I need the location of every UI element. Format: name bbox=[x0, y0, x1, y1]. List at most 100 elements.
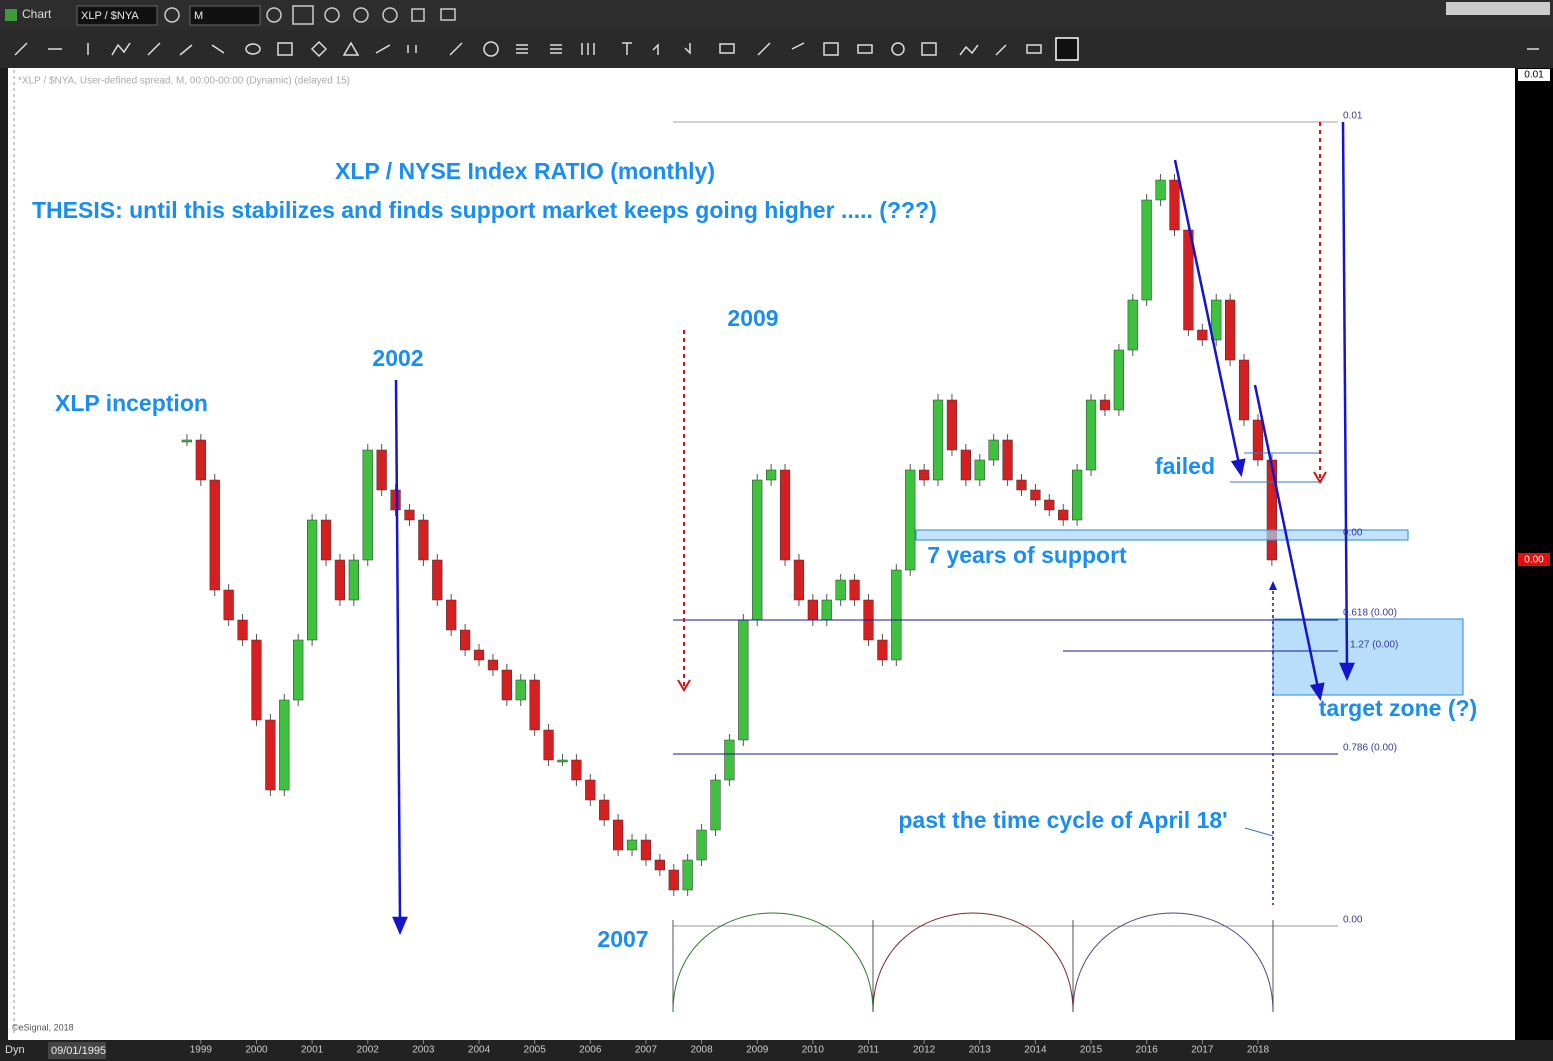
x-tick-label: 2003 bbox=[412, 1045, 435, 1056]
interval[interactable]: M bbox=[194, 10, 203, 22]
candle-body bbox=[613, 819, 624, 851]
start-date: 09/01/1995 bbox=[51, 1045, 106, 1057]
candle-body bbox=[209, 479, 220, 591]
level-label: 0.01 bbox=[1343, 111, 1363, 122]
chart-subtitle: THESIS: until this stabilizes and finds … bbox=[32, 197, 937, 223]
candle-body bbox=[1058, 509, 1069, 521]
candle-body bbox=[376, 449, 387, 491]
candle-body bbox=[905, 469, 916, 571]
candle-body bbox=[223, 589, 234, 621]
x-tick-label: 2002 bbox=[357, 1045, 380, 1056]
chart-info: *XLP / $NYA, User-defined spread, M, 00:… bbox=[18, 76, 350, 87]
x-tick-label: 2009 bbox=[746, 1045, 769, 1056]
chart-icon bbox=[5, 9, 17, 21]
candle-body bbox=[779, 469, 791, 561]
x-tick-label: 2017 bbox=[1191, 1045, 1214, 1056]
candle-body bbox=[1030, 489, 1041, 501]
candle-body bbox=[946, 399, 958, 451]
candle-body bbox=[446, 599, 457, 631]
title-icons[interactable] bbox=[164, 5, 456, 25]
candle-body bbox=[334, 559, 346, 601]
candle-body bbox=[265, 719, 276, 791]
candle-body bbox=[390, 489, 401, 511]
candle-body bbox=[418, 519, 429, 561]
candle-body bbox=[237, 619, 248, 641]
x-tick-label: 2004 bbox=[468, 1045, 491, 1056]
candle-body bbox=[571, 759, 582, 781]
candle-body bbox=[306, 519, 318, 641]
candle-body bbox=[529, 679, 540, 731]
candle-body bbox=[362, 449, 373, 561]
level-label: 0.786 (0.00) bbox=[1343, 743, 1397, 754]
x-tick-label: 2016 bbox=[1136, 1045, 1159, 1056]
candle-body bbox=[932, 399, 944, 481]
candle-body bbox=[891, 569, 902, 661]
x-tick-label: 2010 bbox=[802, 1045, 825, 1056]
price-axis-label: 0.00 bbox=[1524, 555, 1544, 566]
x-tick-label: 2000 bbox=[245, 1045, 268, 1056]
candle-body bbox=[710, 779, 721, 831]
candle-body bbox=[766, 469, 777, 481]
candle-body bbox=[654, 859, 665, 871]
candle-body bbox=[807, 599, 818, 621]
candle-body bbox=[251, 639, 262, 721]
candle-body bbox=[1127, 299, 1138, 351]
candle-body bbox=[1085, 399, 1097, 471]
candle-body bbox=[279, 699, 290, 791]
price-tag-last bbox=[1518, 553, 1550, 566]
symbol[interactable]: XLP / $NYA bbox=[81, 10, 139, 22]
candles bbox=[181, 174, 1277, 896]
x-tick-label: 1999 bbox=[190, 1045, 213, 1056]
candle-body bbox=[724, 739, 735, 781]
candle-body bbox=[1002, 439, 1013, 481]
candle-body bbox=[835, 579, 846, 601]
drawings bbox=[392, 121, 1464, 1013]
candle-body bbox=[1197, 329, 1208, 341]
annotation: 7 years of support bbox=[927, 542, 1127, 568]
level-label: 0.618 (0.00) bbox=[1343, 608, 1397, 619]
candle-body bbox=[432, 559, 443, 601]
candle-body bbox=[849, 579, 860, 601]
annotation: failed bbox=[1155, 453, 1215, 479]
interval-box[interactable] bbox=[189, 5, 261, 26]
candle-body bbox=[487, 659, 499, 671]
candle-body bbox=[1099, 399, 1111, 411]
candle-body bbox=[682, 859, 693, 891]
x-tick-label: 2014 bbox=[1024, 1045, 1047, 1056]
candle-body bbox=[599, 799, 610, 821]
annotation: 2009 bbox=[727, 305, 778, 331]
candle-body bbox=[320, 519, 332, 561]
x-tick-label: 2005 bbox=[524, 1045, 547, 1056]
candle-body bbox=[1252, 419, 1264, 461]
annotation: past the time cycle of April 18' bbox=[898, 807, 1227, 833]
annotation: 2007 bbox=[597, 926, 648, 952]
x-tick-label: 2012 bbox=[913, 1045, 936, 1056]
x-tick-label: 2018 bbox=[1247, 1045, 1270, 1056]
candle-body bbox=[1211, 299, 1222, 341]
candle-body bbox=[1183, 229, 1194, 331]
toolbar bbox=[0, 30, 1553, 68]
toolbar-icons[interactable] bbox=[14, 37, 1539, 61]
candle-body bbox=[585, 779, 596, 801]
candle-body bbox=[738, 619, 749, 741]
copyright: ©eSignal, 2018 bbox=[12, 1022, 74, 1032]
price-axis-label: 0.01 bbox=[1524, 70, 1544, 81]
window-title: Chart bbox=[22, 7, 52, 21]
candle-body bbox=[515, 679, 526, 701]
window-controls[interactable] bbox=[1446, 2, 1550, 15]
price-tag-top bbox=[1518, 69, 1550, 81]
mode: Dyn bbox=[5, 1044, 25, 1056]
x-tick-label: 2006 bbox=[579, 1045, 602, 1056]
annotation: 2002 bbox=[372, 345, 423, 371]
symbol-box[interactable] bbox=[76, 5, 158, 26]
candle-body bbox=[821, 599, 832, 621]
candle-body bbox=[1238, 359, 1250, 421]
date-box bbox=[48, 1042, 106, 1059]
x-tick-label: 2011 bbox=[858, 1045, 880, 1056]
candle-body bbox=[640, 839, 652, 861]
candle-body bbox=[293, 639, 304, 701]
x-tick-label: 2013 bbox=[969, 1045, 992, 1056]
candle-body bbox=[557, 759, 568, 763]
candle-body bbox=[1266, 459, 1277, 561]
